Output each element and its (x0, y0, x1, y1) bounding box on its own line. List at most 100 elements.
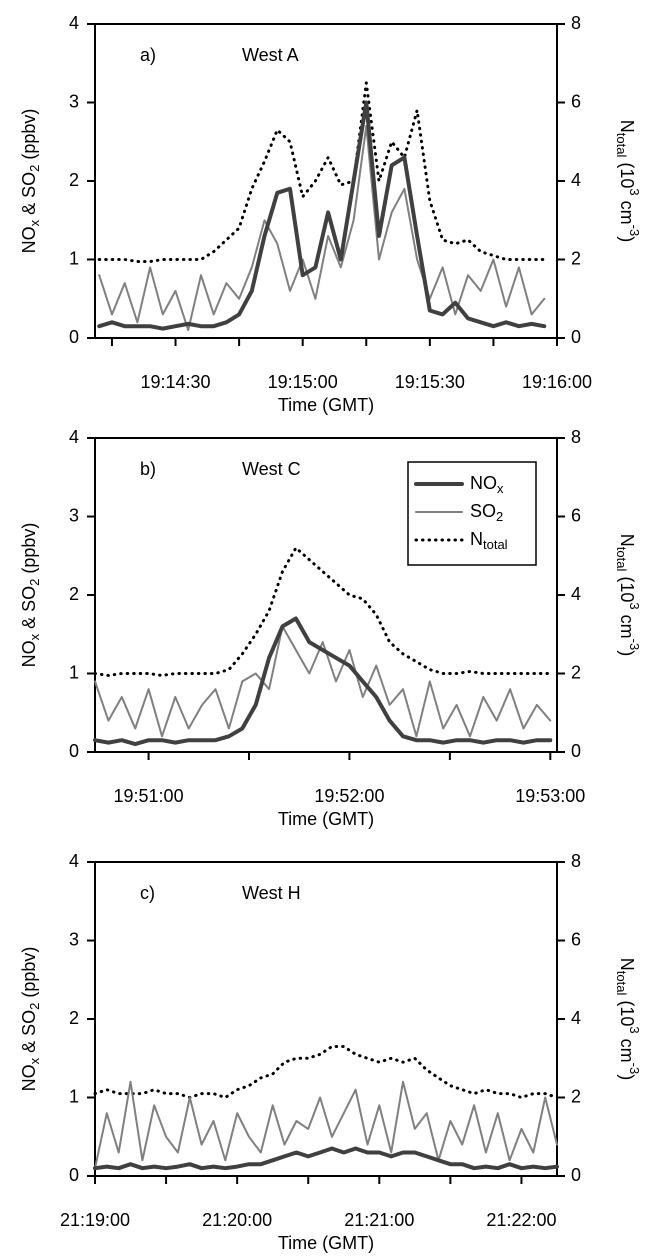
label-part: total (614, 133, 629, 158)
label-part: NO (19, 640, 39, 667)
label-part: (10 (617, 571, 637, 602)
label-part: (ppbv) (19, 109, 39, 165)
series-line (93, 1146, 559, 1171)
x-tick-label: 21:19:00 (60, 1210, 130, 1230)
series-line (93, 616, 553, 747)
x-axis-label: Time (GMT) (278, 395, 374, 415)
series-line (97, 100, 547, 331)
y-axis-label: NOx & SO2 (ppbv) (19, 109, 43, 254)
y-tick-label: 0 (69, 741, 79, 761)
panel: 0 1 2 3 4 0 2 4 6 8 19:14:30 19:15:00 19:15:30 19:16:… (19, 13, 642, 415)
legend-label: SO2 (470, 501, 503, 525)
y-tick-label: 4 (69, 851, 79, 871)
legend-label: Ntotal (470, 529, 508, 553)
y2-tick-label: 6 (571, 929, 581, 949)
label-part: total (483, 537, 508, 552)
plot-frame (94, 861, 558, 1177)
label-part: -3 (627, 639, 642, 651)
label-part: 2 (27, 165, 42, 172)
x-tick-label: 19:16:00 (522, 372, 592, 392)
y2-tick-label: 0 (571, 741, 581, 761)
panel-label: a) (140, 45, 156, 65)
series-line (94, 625, 552, 738)
panel: 0 1 2 3 4 0 2 4 6 8 19:51:00 19:52:00 19:53:00 Time (… (19, 427, 642, 829)
y-tick-label: 3 (69, 91, 79, 111)
label-part: (ppbv) (19, 523, 39, 579)
y2-tick-label: 6 (571, 91, 581, 111)
y2-axis-label: Ntotal (103 cm-3) (614, 958, 642, 1080)
y-tick-label: 2 (69, 584, 79, 604)
y-tick-label: 2 (69, 1008, 79, 1028)
panel-title: West H (242, 883, 301, 903)
legend-box (407, 461, 537, 566)
x-tick-label: 19:52:00 (314, 786, 384, 806)
series-line (94, 1080, 558, 1170)
label-part: 2 (496, 509, 503, 524)
label-part: 2 (27, 579, 42, 586)
label-part: (10 (617, 995, 637, 1026)
label-part: cm (617, 196, 637, 225)
series-line (98, 125, 546, 332)
panel-label: b) (140, 459, 156, 479)
y2-tick-label: 6 (571, 505, 581, 525)
y-tick-label: 0 (69, 327, 79, 347)
y-tick-label: 2 (69, 170, 79, 190)
x-tick-label: 19:15:30 (395, 372, 465, 392)
label-part: ) (617, 236, 637, 242)
y2-axis-label: Ntotal (103 cm-3) (614, 534, 642, 656)
x-tick-label: 19:15:00 (268, 372, 338, 392)
x-tick-label: 19:14:30 (140, 372, 210, 392)
label-part: 3 (627, 1026, 642, 1033)
y2-axis-label: Ntotal (103 cm-3) (614, 120, 642, 242)
plot-frame (94, 23, 558, 339)
panel-title: West C (242, 459, 301, 479)
y2-tick-label: 8 (571, 851, 581, 871)
label-part: x (27, 1057, 42, 1064)
y2-tick-label: 4 (571, 170, 581, 190)
label-part: cm (617, 610, 637, 639)
panel: 0 1 2 3 4 0 2 4 6 8 21:19:00 21:20:00 21:21:00 21:22:… (19, 851, 642, 1253)
label-part: NO (19, 1064, 39, 1091)
y-tick-label: 1 (69, 662, 79, 682)
label-part: -3 (627, 225, 642, 237)
y2-tick-label: 2 (571, 662, 581, 682)
label-part: 3 (627, 188, 642, 195)
y2-tick-label: 2 (571, 248, 581, 268)
y-tick-label: 3 (69, 505, 79, 525)
label-part: ) (617, 650, 637, 656)
series-line (93, 1045, 559, 1099)
label-part: total (614, 547, 629, 572)
y-tick-label: 3 (69, 929, 79, 949)
legend-label: NOx (470, 473, 504, 497)
y2-tick-label: 8 (571, 13, 581, 33)
y-tick-label: 4 (69, 427, 79, 447)
label-part: x (27, 219, 42, 226)
y-tick-label: 4 (69, 13, 79, 33)
label-part: N (617, 534, 637, 547)
y2-tick-label: 2 (571, 1086, 581, 1106)
x-tick-label: 21:20:00 (202, 1210, 272, 1230)
y-tick-label: 1 (69, 248, 79, 268)
label-part: 2 (27, 1003, 42, 1010)
y2-tick-label: 4 (571, 1008, 581, 1028)
y2-tick-label: 8 (571, 427, 581, 447)
label-part: SO (470, 501, 496, 521)
x-tick-label: 21:22:00 (486, 1210, 556, 1230)
label-part: x (27, 633, 42, 640)
series-line (93, 546, 552, 677)
label-part: 3 (627, 602, 642, 609)
label-part: N (470, 529, 483, 549)
label-part: total (614, 971, 629, 996)
label-part: & SO (19, 172, 39, 220)
label-part: cm (617, 1034, 637, 1063)
label-part: (10 (617, 157, 637, 188)
label-part: x (497, 481, 504, 496)
y2-tick-label: 0 (571, 327, 581, 347)
label-part: NO (470, 473, 497, 493)
x-tick-label: 19:51:00 (114, 786, 184, 806)
x-tick-label: 21:21:00 (344, 1210, 414, 1230)
y2-tick-label: 4 (571, 584, 581, 604)
panel-label: c) (140, 883, 155, 903)
label-part: (ppbv) (19, 947, 39, 1003)
